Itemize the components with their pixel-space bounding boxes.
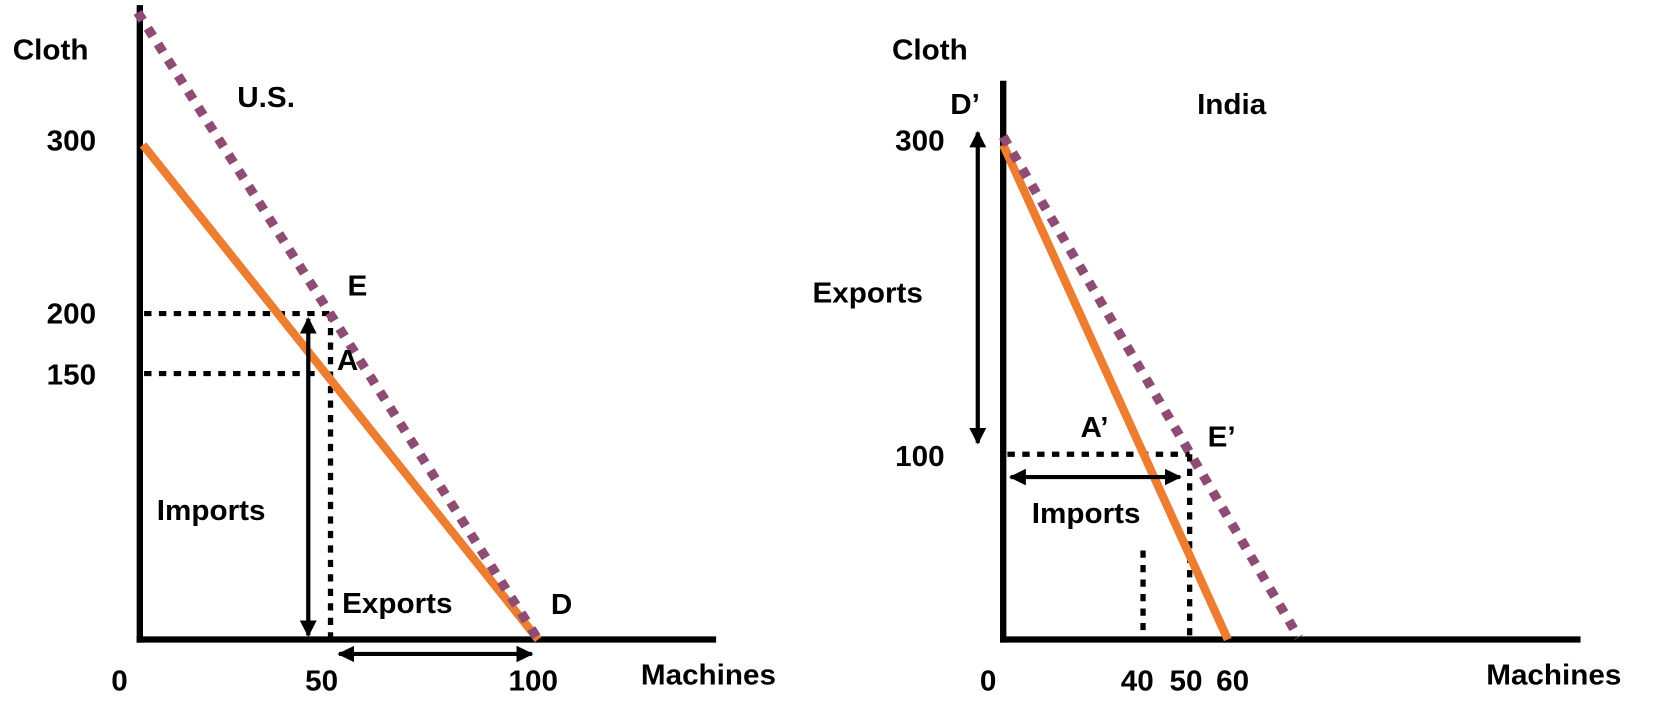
point-label: D’ — [950, 89, 980, 122]
country-label: India — [1197, 89, 1267, 122]
x-tick-label: 0 — [111, 665, 127, 698]
us-panel: Cloth U.S. 300 200 150 E A D Imports Exp… — [13, 5, 776, 698]
point-label: E’ — [1208, 421, 1236, 454]
x-tick-label: 40 — [1121, 665, 1154, 698]
trade-line — [133, 9, 543, 642]
point-label: D — [551, 588, 572, 621]
y-label: Cloth — [892, 34, 968, 67]
x-tick-label: 50 — [1170, 665, 1203, 698]
x-tick-label: 60 — [1216, 665, 1249, 698]
imports-label: Imports — [157, 494, 266, 527]
country-label: U.S. — [237, 81, 295, 114]
exports-label: Exports — [813, 277, 923, 310]
exports-label: Exports — [342, 587, 452, 620]
y-label: Cloth — [13, 34, 89, 67]
y-tick-label: 300 — [895, 125, 944, 158]
x-label: Machines — [1486, 659, 1621, 692]
imports-label: Imports — [1032, 497, 1141, 530]
x-tick-label: 0 — [980, 665, 996, 698]
trade-line — [999, 134, 1303, 640]
x-tick-label: 50 — [305, 665, 338, 698]
point-label: A’ — [1081, 411, 1109, 444]
ppf-line — [139, 142, 542, 643]
ppf-line — [999, 143, 1232, 642]
point-label: E — [347, 270, 367, 303]
x-label: Machines — [641, 659, 776, 692]
y-tick-label: 100 — [895, 440, 944, 473]
india-panel: Cloth India D’ 300 100 Exports A’ E’ Imp… — [813, 34, 1622, 698]
point-label: A — [337, 344, 358, 377]
x-tick-label: 100 — [508, 665, 557, 698]
y-tick-label: 150 — [47, 359, 96, 392]
y-tick-label: 300 — [47, 125, 96, 158]
y-tick-label: 200 — [47, 298, 96, 331]
